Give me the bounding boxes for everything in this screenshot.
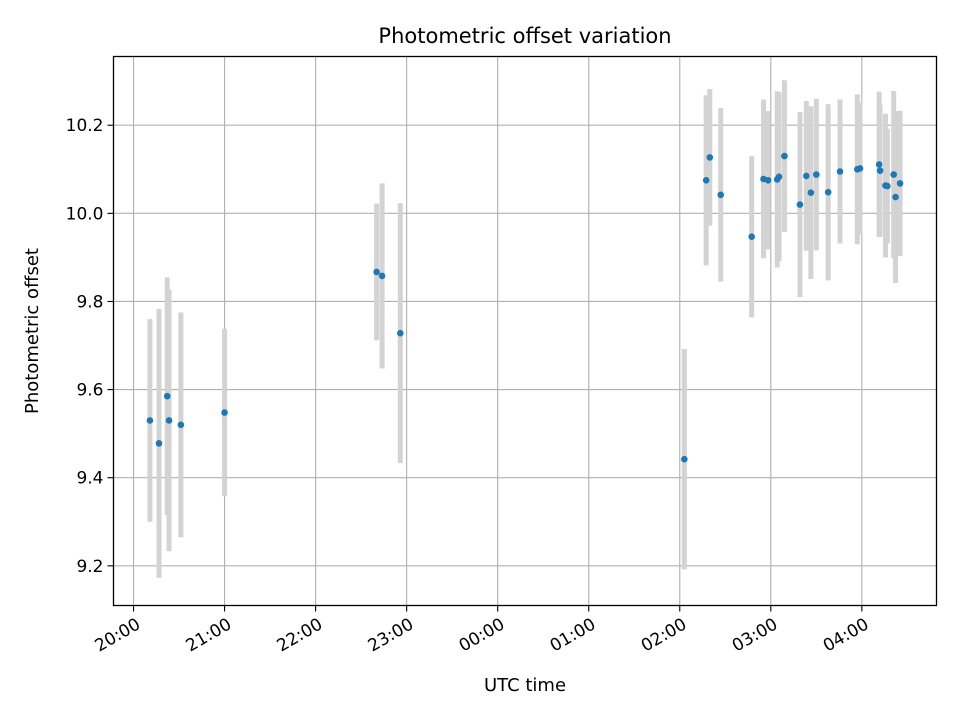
data-point [146, 417, 154, 424]
x-tick-label: 23:00 [365, 615, 417, 657]
x-tick-label: 04:00 [820, 615, 872, 657]
x-tick-label: 02:00 [638, 615, 690, 657]
data-point [221, 409, 228, 416]
data-point [177, 421, 185, 429]
error-bars [147, 80, 903, 578]
data-point [702, 177, 710, 184]
x-tick-label: 03:00 [729, 615, 781, 657]
data-point [396, 329, 404, 337]
data-point [796, 201, 804, 208]
y-tick-label: 9.2 [76, 557, 103, 577]
data-point [373, 268, 380, 276]
data-point [892, 193, 899, 201]
data-point [803, 172, 810, 180]
data-point [748, 233, 755, 241]
data-point [155, 440, 163, 447]
data-point [890, 171, 898, 178]
plot-frame [112, 55, 938, 607]
x-axis-label: UTC time [484, 675, 566, 696]
x-tick-label: 21:00 [183, 615, 235, 657]
y-axis-label: Photometric offset [22, 248, 43, 414]
data-point [836, 168, 844, 175]
chart-title: Photometric offset variation [378, 24, 671, 48]
data-point [681, 455, 688, 463]
data-point [813, 171, 820, 178]
x-tick-label: 01:00 [547, 615, 599, 657]
data-point [706, 154, 714, 161]
data-point [775, 173, 783, 181]
y-tick-label: 10.0 [66, 204, 104, 224]
x-tick-label: 22:00 [274, 615, 326, 657]
data-point [896, 180, 904, 187]
y-tick-label: 9.6 [76, 381, 103, 401]
data-point [884, 182, 891, 190]
data-point [717, 191, 725, 199]
data-point [856, 165, 864, 172]
y-axis-ticks: 9.2 9.4 9.6 9.8 10.0 10.2 [66, 116, 114, 577]
data-point [807, 189, 815, 196]
data-point [165, 417, 173, 424]
data-point [875, 161, 883, 168]
data-point [824, 188, 832, 196]
data-point [876, 167, 884, 174]
y-tick-label: 9.4 [76, 469, 103, 489]
x-axis-ticks: 20:00 21:00 22:00 23:00 00:00 01:00 02:00 03:00… [92, 605, 872, 657]
data-point [781, 152, 788, 160]
data-point [378, 272, 386, 280]
x-tick-label: 00:00 [456, 615, 508, 657]
data-points [146, 152, 904, 463]
data-point [163, 392, 171, 400]
y-tick-label: 10.2 [66, 116, 104, 136]
y-tick-label: 9.8 [76, 292, 103, 312]
data-point [764, 177, 772, 184]
x-tick-label: 20:00 [92, 615, 144, 657]
